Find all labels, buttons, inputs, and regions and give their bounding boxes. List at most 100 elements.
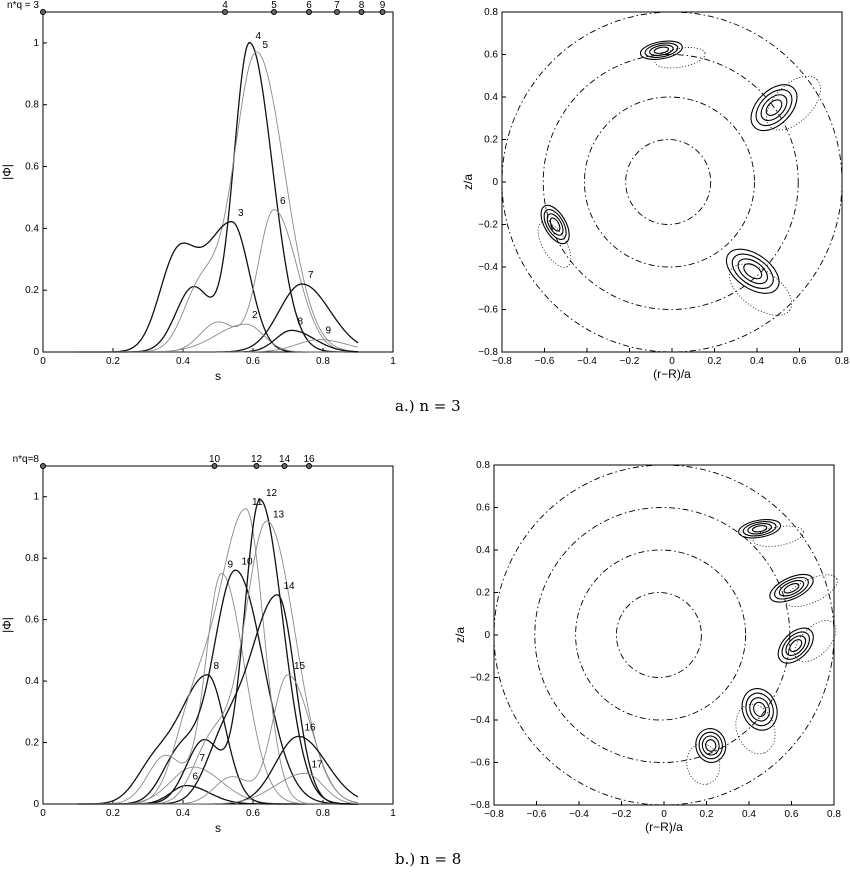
- contour-positive: [769, 573, 814, 603]
- profile-panel-a-left: 0 0.2 0.4 0.6 0.8 1 0 0.2 0.4 0.6 0.8 1 s |Φ| n*q = 3 4…: [0, 0, 396, 383]
- mode-curve: [78, 772, 359, 805]
- x-tick-label: 0: [661, 809, 667, 820]
- contour-positive: [743, 263, 763, 280]
- x-tick-label: 0.2: [708, 356, 722, 367]
- flux-surface: [501, 11, 843, 353]
- x-tick-label: 0.6: [246, 808, 260, 819]
- contour-positive: [738, 519, 782, 539]
- mode-label: 9: [228, 560, 234, 571]
- q-marker-label: 4: [222, 0, 228, 11]
- y-tick-label: 0.8: [25, 553, 39, 564]
- q-marker: [211, 463, 218, 469]
- mode-label: 10: [242, 556, 254, 567]
- y-tick-label: 0.6: [476, 503, 490, 514]
- q-marker: [281, 463, 288, 469]
- contour-positive: [698, 731, 723, 760]
- y-tick-label: −0.4: [470, 715, 490, 726]
- q-marker-label: 14: [279, 454, 291, 465]
- contour-positive: [781, 631, 810, 660]
- flux-surface: [625, 139, 712, 225]
- mode-label: 15: [294, 661, 306, 672]
- y-axis-label: |Φ|: [0, 164, 14, 180]
- x-axis-label: (r−R)/a: [653, 367, 691, 381]
- contour-negative: [654, 47, 706, 69]
- q-marker: [306, 463, 312, 469]
- x-tick-label: 0.4: [176, 808, 190, 819]
- q-marker-label: 10: [209, 454, 221, 465]
- contour-positive: [653, 46, 670, 54]
- x-tick-label: 0.2: [700, 809, 714, 820]
- y-tick-label: 0: [484, 630, 490, 641]
- q-marker-label: 8: [359, 0, 365, 11]
- profile-panel-b-left: 0 0.2 0.4 0.6 0.8 100.20.40.60.81s|Φ|n*q=8 10 1…: [0, 454, 396, 835]
- y-tick-label: −0.6: [470, 758, 490, 769]
- y-tick-label: 0.2: [476, 588, 490, 599]
- contour-positive: [549, 217, 561, 232]
- x-tick-label: 0.6: [793, 356, 807, 367]
- mode-label: 8: [214, 661, 220, 672]
- q-marker: [222, 9, 228, 15]
- contour-positive: [751, 525, 768, 533]
- y-axis-label: |Φ|: [0, 617, 14, 633]
- contour-positive: [783, 583, 800, 594]
- q-marker: [358, 9, 365, 15]
- y-axis-label: z/a: [461, 174, 475, 190]
- mode-label: 7: [308, 270, 314, 281]
- y-tick-label: 0: [33, 799, 39, 810]
- contour-positive: [741, 688, 778, 731]
- axes-frame: [42, 465, 394, 805]
- x-tick-label: 0: [40, 808, 46, 819]
- contour-positive: [745, 692, 774, 727]
- contour-positive: [731, 253, 774, 289]
- y-tick-label: 0.6: [25, 615, 39, 626]
- x-axis-label: s: [215, 821, 221, 835]
- y-tick-label: 0.8: [476, 460, 490, 471]
- contour-positive: [705, 739, 717, 752]
- y-tick-label: 0: [492, 177, 498, 188]
- y-tick-label: −0.8: [470, 800, 490, 811]
- top-axis-label: n*q = 3: [7, 0, 39, 11]
- contour-positive: [774, 576, 809, 600]
- axes-frame: [493, 464, 835, 806]
- y-tick-label: 0.4: [25, 223, 39, 234]
- contour-positive: [737, 258, 768, 285]
- x-tick-label: 0.2: [106, 356, 120, 367]
- x-tick-label: −0.6: [527, 809, 547, 820]
- x-tick-label: 0.8: [316, 356, 330, 367]
- axes-frame: [501, 11, 843, 353]
- contour-negative: [735, 703, 776, 755]
- flux-surface: [584, 96, 755, 268]
- mode-label: 7: [200, 753, 206, 764]
- contour-positive: [701, 735, 720, 756]
- contour-positive: [789, 639, 803, 653]
- y-tick-label: −0.2: [478, 220, 498, 231]
- x-tick-label: 0.2: [106, 808, 120, 819]
- mode-label: 12: [266, 488, 278, 499]
- mode-label: 4: [256, 31, 262, 42]
- y-tick-label: 0.6: [484, 50, 498, 61]
- x-tick-label: 0.8: [835, 356, 849, 367]
- mode-label: 5: [263, 40, 269, 51]
- q-marker: [334, 9, 340, 15]
- mode-label: 9: [326, 326, 332, 337]
- mode-label: 6: [193, 772, 199, 783]
- y-tick-label: 0.8: [484, 7, 498, 18]
- y-tick-label: 0.4: [25, 676, 39, 687]
- flux-surface: [575, 549, 747, 721]
- q-marker: [253, 463, 260, 469]
- x-tick-label: −0.8: [492, 356, 512, 367]
- y-tick-label: 0.6: [25, 162, 39, 173]
- x-tick-label: 0.4: [742, 809, 756, 820]
- q-marker: [40, 9, 46, 15]
- mode-curve: [78, 51, 359, 353]
- contour-negative: [729, 263, 793, 316]
- y-tick-label: 1: [33, 492, 39, 503]
- mode-curve: [78, 283, 359, 353]
- mode-label: 6: [280, 196, 286, 207]
- y-tick-label: 0.4: [476, 545, 490, 556]
- flux-surface: [493, 464, 835, 806]
- contour-positive: [644, 42, 679, 58]
- contour-positive: [695, 728, 727, 763]
- contour-positive: [546, 213, 564, 236]
- x-tick-label: −0.2: [620, 356, 640, 367]
